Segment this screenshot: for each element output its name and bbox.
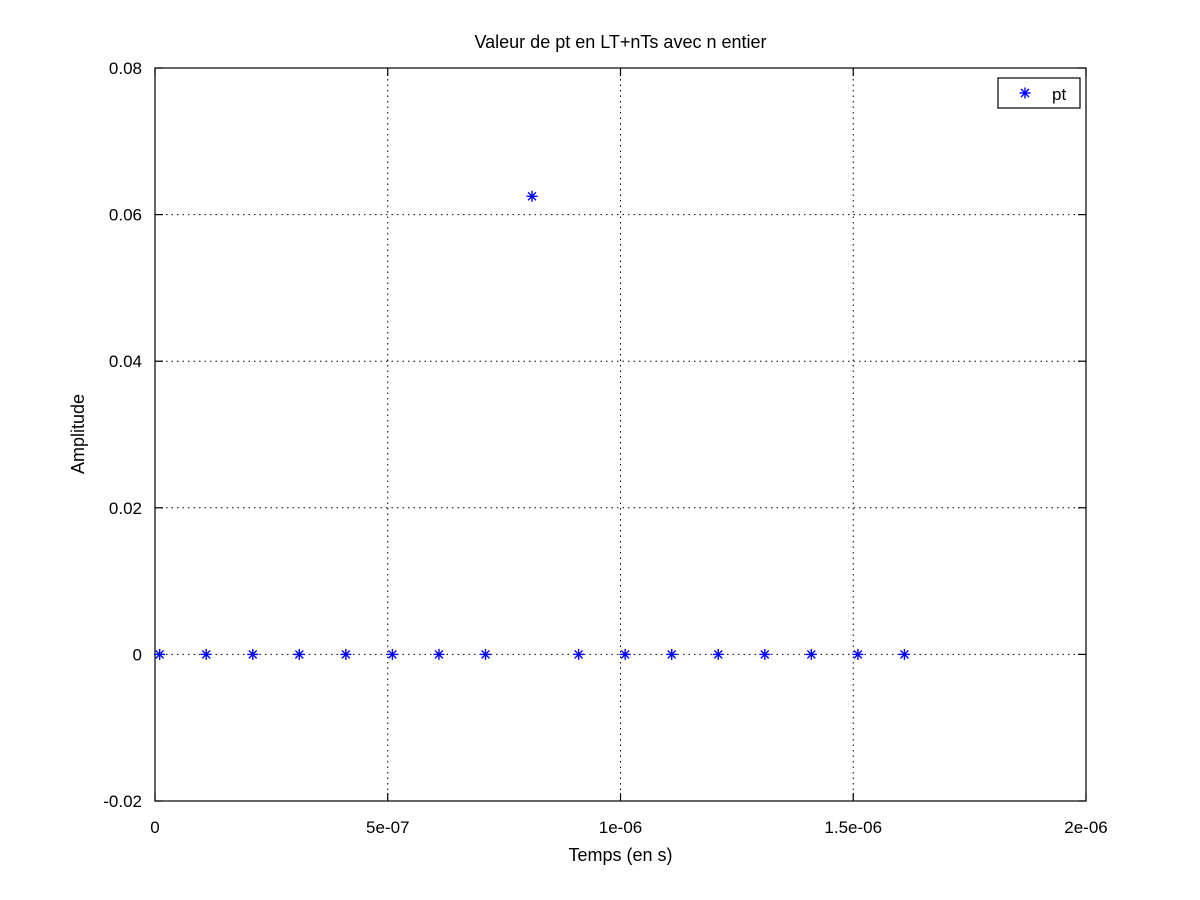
data-point-pt [247, 648, 259, 660]
data-point-pt [200, 648, 212, 660]
y-axis-tick-labels: -0.02 0 0.02 0.04 0.06 0.08 [103, 59, 142, 811]
x-tick-label: 2e-06 [1064, 818, 1107, 837]
data-point-pt [154, 648, 166, 660]
series-pt-markers [154, 190, 910, 660]
y-tick-label: 0.08 [109, 59, 142, 78]
y-tick-label: -0.02 [103, 792, 142, 811]
data-point-pt [386, 648, 398, 660]
data-point-pt [898, 648, 910, 660]
data-point-pt [293, 648, 305, 660]
y-axis-label: Amplitude [68, 394, 88, 474]
y-tick-label: 0.02 [109, 499, 142, 518]
legend-label-pt: pt [1052, 85, 1066, 104]
data-point-pt [480, 648, 492, 660]
data-point-pt [666, 648, 678, 660]
y-tick-label: 0 [133, 645, 142, 664]
y-tick-label: 0.06 [109, 206, 142, 225]
chart-title: Valeur de pt en LT+nTs avec n entier [474, 32, 766, 52]
legend-asterisk-marker [1019, 87, 1031, 99]
x-tick-label: 5e-07 [366, 818, 409, 837]
data-point-pt [852, 648, 864, 660]
data-point-pt [433, 648, 445, 660]
data-point-pt [805, 648, 817, 660]
x-tick-label: 1.5e-06 [824, 818, 882, 837]
legend-box [997, 77, 1081, 109]
data-point-pt [340, 648, 352, 660]
legend: pt [997, 77, 1081, 109]
legend-marker-icon [1019, 87, 1031, 99]
x-tick-label: 1e-06 [599, 818, 642, 837]
y-tick-label: 0.04 [109, 352, 142, 371]
data-point-pt [759, 648, 771, 660]
x-tick-label: 0 [150, 818, 159, 837]
data-point-pt [526, 190, 538, 202]
x-axis-tick-labels: 0 5e-07 1e-06 1.5e-06 2e-06 [150, 818, 1107, 837]
data-point-pt [619, 648, 631, 660]
x-axis-label: Temps (en s) [568, 845, 672, 865]
plot-area-frame [154, 67, 1087, 802]
data-point-pt [712, 648, 724, 660]
data-point-pt [573, 648, 585, 660]
grid-lines [155, 68, 1086, 801]
